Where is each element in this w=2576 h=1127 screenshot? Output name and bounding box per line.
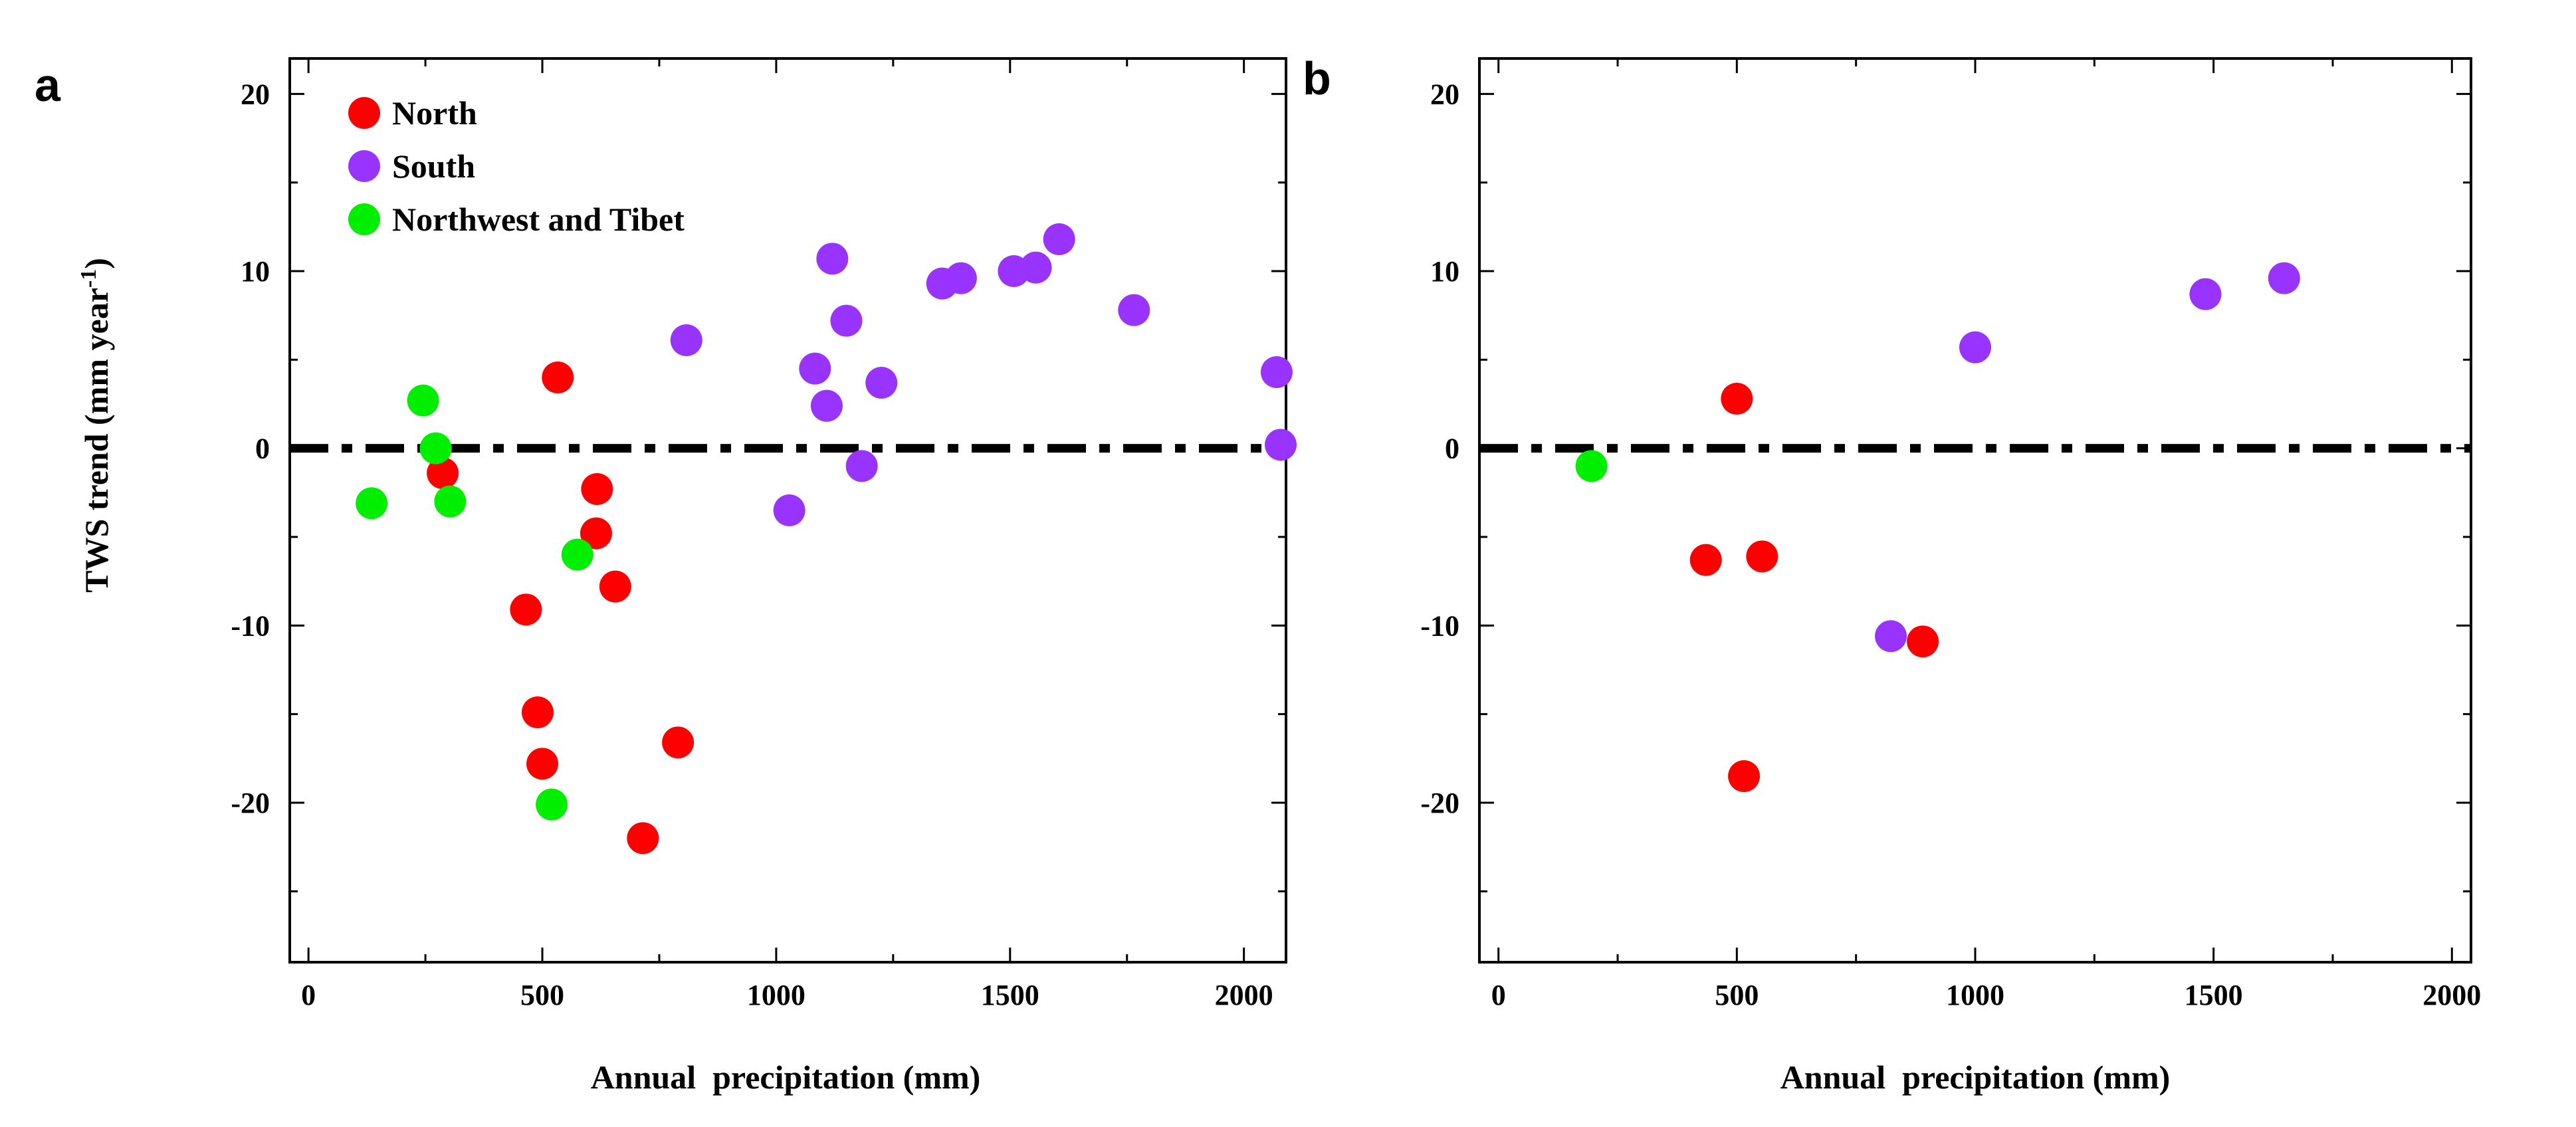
panel-a-x-tick-label: 500 (520, 979, 564, 1011)
panel-a-point-north (427, 457, 459, 489)
panel-a-x-axis-title: Annual precipitation (mm) (591, 1059, 981, 1096)
panel-a-point-south (1118, 294, 1150, 326)
legend-label-northwest-and-tibet: Northwest and Tibet (392, 201, 685, 238)
panel-a-point-northwest-and-tibet (536, 788, 568, 821)
panel-b-point-northwest-and-tibet (1575, 450, 1608, 482)
panel-a-point-south (1260, 356, 1293, 388)
panel-a-point-north (521, 696, 554, 728)
legend-marker-northwest-and-tibet (348, 203, 380, 235)
panel-a-point-south (944, 262, 977, 294)
panel-b-frame (1478, 57, 2472, 964)
panel-a-letter: a (35, 59, 61, 111)
panel-b-series-northwest-and-tibet (1575, 450, 1608, 482)
panel-b-x-tick-label: 2000 (2422, 979, 2481, 1011)
panel-b-series-south (1875, 262, 2300, 653)
panel-b-point-south (1959, 331, 1991, 363)
panel-b-y-tick-label: 20 (1430, 78, 1459, 110)
panel-a-point-northwest-and-tibet (419, 432, 452, 464)
panel-a-point-south (799, 352, 831, 385)
legend-marker-south (348, 150, 380, 182)
panel-a-point-northwest-and-tibet (356, 487, 388, 520)
panel-a-point-south (816, 243, 849, 275)
panel-a-series-south (670, 223, 1297, 526)
panel-a-y-tick-label: 20 (241, 78, 270, 110)
panel-a-legend: North South Northwest and Tibet (348, 94, 685, 238)
panel-a-point-south (830, 304, 863, 337)
panel-b-series-north (1689, 383, 1939, 792)
panel-a-frame (288, 57, 1287, 964)
panel-a-point-north (510, 593, 542, 626)
panel-b-x-axis-title: Annual precipitation (mm) (1780, 1059, 2171, 1096)
panel-a-point-north (580, 517, 612, 550)
panel-b-y-tick-label: 0 (1445, 433, 1459, 465)
panel-a-point-north (662, 726, 695, 759)
panel-a-y-tick-label: -10 (231, 609, 270, 642)
panel-a-series-northwest-and-tibet (356, 384, 593, 821)
panel-a-x-tick-label: 1000 (747, 979, 805, 1011)
legend-label-north: North (392, 94, 477, 132)
panel-a-y-tick-label: -20 (231, 787, 270, 819)
panel-b-point-north (1689, 544, 1722, 576)
panel-a-y-tick-label: 0 (255, 433, 270, 465)
panel-a-point-south (865, 367, 898, 399)
legend-entry-south: South (348, 148, 475, 185)
panel-b-point-south (1875, 620, 1907, 653)
y-axis-title-superscript: -1 (76, 269, 101, 288)
panel-b-plot-area: 0 500 1000 1500 2000 -20 -10 0 10 20 (1420, 57, 2481, 1011)
panel-a-point-north (542, 361, 574, 393)
panel-b-point-north (1721, 383, 1753, 415)
panel-a-point-south (845, 450, 878, 482)
panel-a-point-south (670, 324, 702, 356)
panel-a-y-tick-label: 10 (241, 255, 270, 288)
legend-entry-north: North (348, 94, 477, 132)
panel-a-point-south (773, 494, 805, 526)
panel-b-point-north (1746, 540, 1778, 573)
panel-a: a 0 500 1000 1500 2000 -20 -10 0 10 20 North South… (35, 57, 1297, 1096)
panel-b-point-south (2189, 278, 2222, 310)
panel-b-y-tick-label: 10 (1430, 255, 1459, 288)
panel-b-y-tick-label: -10 (1420, 609, 1459, 642)
y-axis-title-close: ) (78, 258, 115, 269)
panel-b-y-tick-label: -20 (1420, 787, 1459, 819)
panel-b-point-north (1907, 625, 1939, 658)
panel-a-point-south (1020, 251, 1052, 284)
panel-a-point-south (1265, 429, 1297, 461)
panel-b-x-tick-label: 1000 (1946, 979, 2004, 1011)
panel-b-letter: b (1303, 52, 1331, 104)
panel-a-plot-area: 0 500 1000 1500 2000 -20 -10 0 10 20 (231, 57, 1297, 1011)
panel-a-point-northwest-and-tibet (407, 384, 439, 417)
y-axis-title-main: TWS trend (mm year (78, 288, 115, 593)
panel-a-series-north (427, 361, 695, 855)
panel-a-point-northwest-and-tibet (434, 485, 467, 518)
panel-a-point-north (581, 473, 613, 505)
panel-a-y-axis-title: TWS trend (mm year-1) (76, 258, 115, 593)
panel-b-x-tick-label: 1500 (2185, 979, 2243, 1011)
panel-b-x-tick-label: 0 (1491, 979, 1506, 1011)
panel-a-x-tick-label: 2000 (1215, 979, 1273, 1011)
panel-b-point-north (1728, 760, 1761, 792)
panel-a-x-tick-label: 1500 (981, 979, 1039, 1011)
panel-a-point-northwest-and-tibet (561, 538, 593, 571)
panel-a-point-north (599, 570, 631, 603)
panel-a-point-north (627, 822, 659, 855)
panel-a-point-south (1043, 223, 1075, 255)
legend-label-south: South (392, 148, 475, 185)
panel-b-point-south (2268, 262, 2300, 294)
panel-a-x-tick-label: 0 (301, 979, 316, 1011)
panel-b-x-tick-label: 500 (1715, 979, 1759, 1011)
legend-entry-northwest-and-tibet: Northwest and Tibet (348, 201, 685, 238)
panel-a-point-north (526, 748, 559, 780)
legend-marker-north (348, 97, 380, 129)
panel-b: b 0 500 1000 1500 2000 -20 -10 0 10 20 Annual pre… (1303, 52, 2481, 1096)
panel-a-point-south (810, 389, 843, 422)
